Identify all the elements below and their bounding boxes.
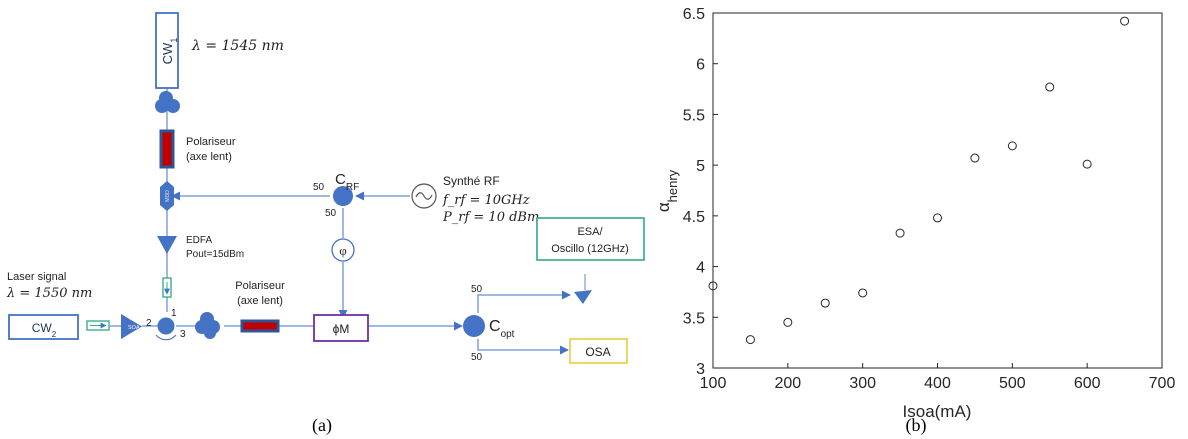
data-points — [708, 16, 1130, 345]
soa-amplifier — [121, 314, 142, 339]
polarization-controller-top — [155, 91, 180, 113]
optical-coupler-label: Copt — [489, 318, 515, 340]
optical-coupler — [463, 315, 485, 337]
rf-coupler-label: CRF — [335, 171, 359, 193]
x-tick-label: 600 — [1074, 375, 1101, 392]
y-tick-label: 3.5 — [683, 310, 705, 327]
circulator — [157, 317, 175, 335]
data-point — [745, 335, 755, 345]
soa-label: SOA — [128, 325, 140, 331]
cw1-label: CW1 — [160, 38, 179, 65]
rf-synth-frequency: f_rf = 10GHz — [442, 193, 530, 208]
x-tick-label: 300 — [849, 375, 876, 392]
photodetector — [574, 290, 592, 304]
rf-coupler — [333, 186, 353, 206]
y-tick-label: 6.5 — [683, 6, 705, 23]
laser-signal-title: Laser signal — [7, 271, 66, 283]
esa-oscillo-box — [536, 217, 645, 261]
polariser-bottom-line2: (axe lent) — [237, 295, 283, 307]
data-point — [1082, 159, 1092, 169]
data-point — [895, 228, 905, 238]
rf-synth-title: Synthé RF — [443, 174, 500, 188]
edfa-label: EDFA — [186, 235, 212, 246]
polariser-top-line2: (axe lent) — [186, 151, 232, 163]
y-tick-label: 5.5 — [683, 107, 705, 124]
y-tick-label: 6 — [696, 57, 705, 74]
plot-area — [712, 12, 1163, 369]
circulator-port-2: 2 — [146, 318, 152, 329]
polarization-controller-bottom — [195, 312, 220, 339]
copt-to-esa-line — [477, 290, 571, 313]
data-point — [783, 317, 793, 327]
osa-label: OSA — [585, 345, 610, 359]
esa-line2: Oscillo (12GHz) — [551, 243, 629, 255]
circulator-port-1: 1 — [171, 308, 177, 319]
rf-coupler-port-left: 50 — [313, 182, 325, 193]
cw2-source-box — [8, 314, 79, 340]
data-point — [858, 288, 868, 298]
phase-modulator-box — [313, 314, 369, 342]
alpha-henry-chart: 3 3.5 4 4.5 5 5.5 6 6.5 100 200 300 400 500 600 700 I… — [654, 6, 1175, 421]
polariser-top-line1: Polariseur — [186, 136, 236, 148]
data-point — [820, 298, 830, 308]
data-point — [933, 213, 942, 223]
data-point — [1045, 82, 1055, 92]
modulator-mdd — [160, 181, 174, 211]
x-tick-label: 700 — [1149, 375, 1176, 392]
optical-coupler-port-bottom: 50 — [471, 352, 483, 363]
modulator-label: MDD — [165, 190, 171, 202]
optical-coupler-port-top: 50 — [471, 284, 483, 295]
polariser-bottom — [240, 319, 280, 333]
polariser-top — [159, 129, 175, 169]
laser-signal-wavelength: λ = 1550 nm — [6, 286, 92, 301]
data-point — [970, 153, 980, 163]
copt-to-osa-line — [477, 339, 569, 355]
polariser-bottom-line1: Polariseur — [235, 280, 285, 292]
osa-box — [569, 338, 628, 364]
phase-modulator-label: ϕM — [333, 322, 350, 336]
x-tick-label: 400 — [924, 375, 951, 392]
data-point — [708, 281, 718, 291]
caption-b: (b) — [906, 415, 927, 436]
y-tick-label: 5 — [696, 158, 705, 175]
x-tick-label: 200 — [774, 375, 801, 392]
x-tick-label: 100 — [700, 375, 727, 392]
y-tick-label: 4.5 — [683, 209, 705, 226]
cw1-wavelength: λ = 1545 nm — [191, 38, 284, 54]
y-tick-label: 3 — [696, 361, 705, 378]
rf-coupler-port-down: 50 — [325, 208, 337, 219]
caption-a: (a) — [312, 415, 332, 436]
data-point — [1120, 16, 1130, 26]
setup-diagram: CW1 λ = 1545 nm Polariseur (axe lent) MD… — [6, 12, 645, 364]
edfa-amplifier — [157, 236, 177, 254]
cw1-source-box — [155, 12, 179, 89]
y-tick-label: 4 — [696, 260, 705, 277]
data-point — [1007, 141, 1017, 151]
x-tick-label: 500 — [999, 375, 1026, 392]
esa-line1: ESA/ — [577, 226, 603, 238]
edfa-power: Pout=15dBm — [186, 249, 244, 260]
x-axis: 100 200 300 400 500 600 700 — [700, 363, 1176, 392]
y-axis-label: αhenry — [654, 169, 680, 212]
phase-shifter — [331, 238, 355, 262]
cw2-label: CW2 — [32, 321, 57, 339]
rf-synth-power: P_rf = 10 dBm — [442, 210, 539, 225]
phase-shifter-symbol: φ — [339, 243, 347, 258]
x-axis-label: Isoa(mA) — [903, 402, 972, 421]
circulator-port-3: 3 — [180, 329, 186, 340]
y-axis: 3 3.5 4 4.5 5 5.5 6 6.5 — [683, 6, 718, 378]
